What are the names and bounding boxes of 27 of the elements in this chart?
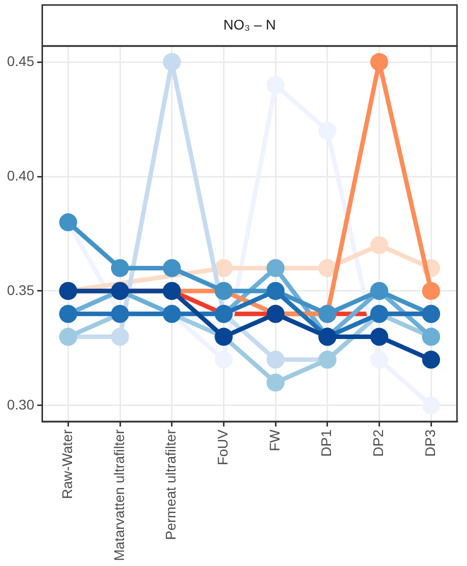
point	[370, 328, 388, 346]
point	[266, 350, 285, 369]
x-tick-label: FW	[266, 428, 282, 452]
x-tick-label: DP2	[370, 429, 386, 457]
point	[111, 328, 130, 346]
point	[370, 236, 388, 254]
x-tick-label: DP1	[318, 429, 334, 457]
point	[162, 53, 181, 72]
point	[422, 282, 440, 300]
y-tick-label: 0.35	[7, 282, 34, 298]
y-tick-label: 0.40	[7, 167, 34, 184]
point	[214, 259, 233, 278]
x-tick-label: Permeat ultrafilter	[162, 429, 179, 540]
point	[422, 350, 440, 369]
y-tick-label: 0.45	[7, 52, 34, 69]
point	[111, 259, 130, 278]
x-tick-label: FoUV	[214, 428, 231, 466]
y-tick-label: 0.30	[7, 396, 34, 412]
x-tick-label: Raw-Water	[59, 429, 76, 500]
point	[266, 374, 285, 392]
point	[162, 259, 181, 278]
x-tick-label: Matarvatten ultrafilter	[110, 429, 127, 562]
point	[214, 350, 233, 369]
x-tick-label: DP3	[422, 429, 438, 457]
chart-title: NO₃ – N	[223, 16, 276, 32]
point	[370, 53, 388, 72]
point	[318, 259, 336, 278]
